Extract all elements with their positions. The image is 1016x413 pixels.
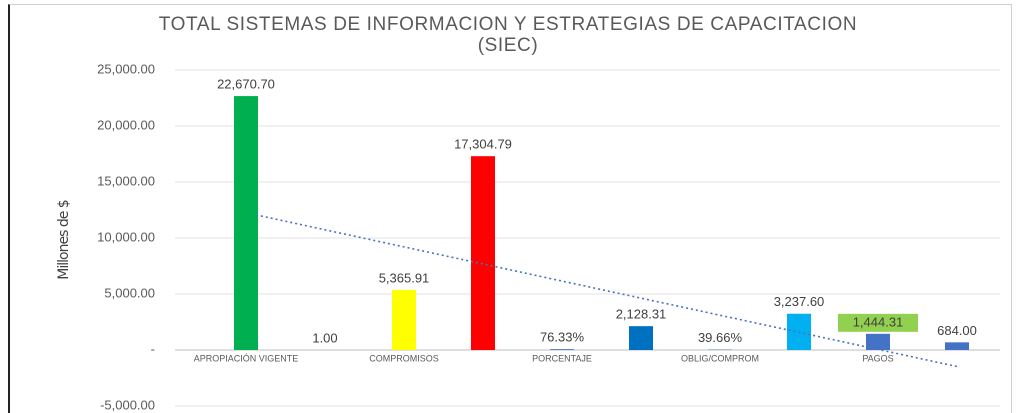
bar	[629, 326, 653, 350]
y-tick-label: -5,000.00	[100, 397, 155, 412]
bar	[945, 342, 969, 350]
value-label: 3,237.60	[774, 294, 825, 309]
value-label: 2,128.31	[616, 307, 667, 322]
chart-border	[8, 4, 1012, 413]
value-label: 684.00	[937, 323, 977, 338]
bar	[866, 333, 890, 350]
value-label: 1.00	[312, 330, 337, 345]
value-label: 76.33%	[540, 330, 585, 345]
x-tick-label: PORCENTAJE	[532, 353, 592, 363]
chart-title: TOTAL SISTEMAS DE INFORMACION Y ESTRATEG…	[158, 14, 858, 56]
y-tick-label: 10,000.00	[97, 229, 155, 244]
value-label: 5,365.91	[379, 270, 430, 285]
bar	[471, 156, 495, 350]
y-tick-label: 25,000.00	[97, 61, 155, 76]
y-tick-label: 20,000.00	[97, 117, 155, 132]
bar	[234, 96, 258, 350]
y-tick-label: 5,000.00	[104, 285, 155, 300]
y-tick-label: -	[151, 341, 155, 356]
y-axis-label: Millones de $	[56, 200, 72, 279]
bar	[550, 349, 574, 350]
y-tick-label: 15,000.00	[97, 173, 155, 188]
x-tick-label: COMPROMISOS	[369, 353, 439, 363]
x-tick-label: APROPIACIÓN VIGENTE	[194, 353, 299, 363]
bar	[392, 289, 416, 350]
value-label: 1,444.31	[853, 314, 904, 329]
value-label: 17,304.79	[454, 137, 512, 152]
value-label: 22,670.70	[217, 77, 275, 92]
x-tick-label: PAGOS	[862, 353, 893, 363]
value-label: 39.66%	[698, 330, 743, 345]
value-label-background	[838, 313, 918, 332]
x-tick-label: OBLIG/COMPROM	[681, 353, 759, 363]
